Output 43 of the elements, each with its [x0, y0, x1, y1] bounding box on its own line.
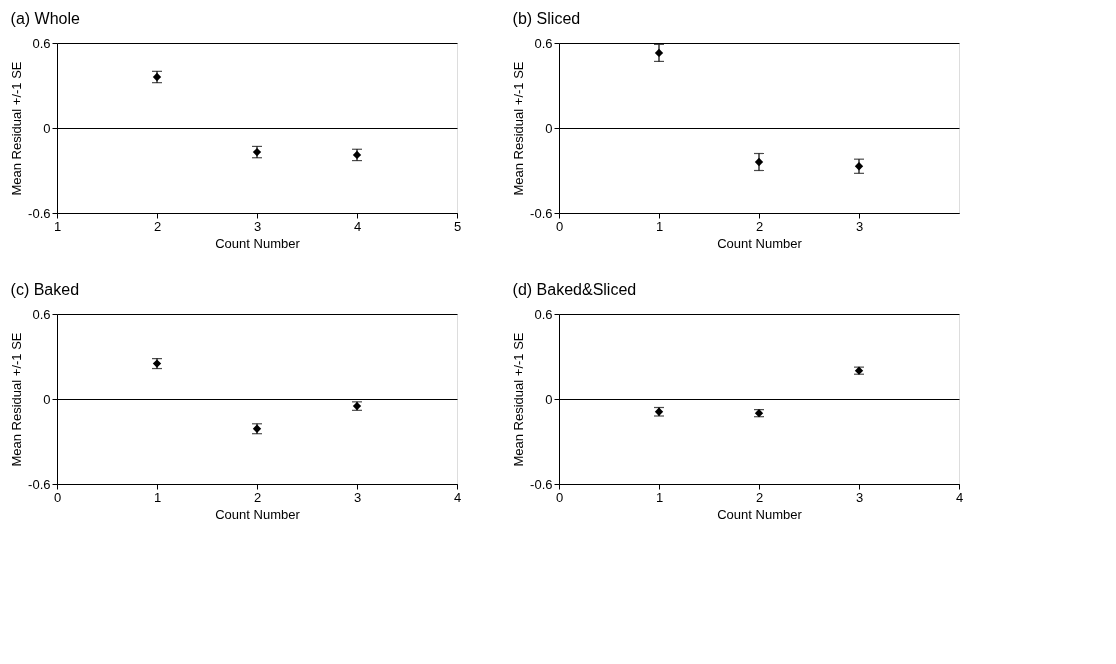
x-tick-label: 3	[253, 218, 262, 234]
y-axis-title: Mean Residual +/-1 SE	[9, 61, 25, 196]
x-tick-label: 0	[555, 489, 564, 505]
x-tick-label: 1	[53, 218, 62, 234]
x-tick-label: 2	[755, 489, 764, 505]
x-tick-label: 1	[153, 489, 162, 505]
x-tick-label: 4	[453, 489, 462, 505]
y-axis-title: Mean Residual +/-1 SE	[511, 332, 527, 467]
y-tick-label: 0	[43, 120, 51, 136]
x-axis-title: Count Number	[717, 235, 803, 251]
y-tick-label: 0.6	[534, 306, 553, 322]
y-tick-label: -0.6	[28, 205, 51, 221]
x-axis-title: Count Number	[717, 506, 803, 522]
x-axis-title: Count Number	[215, 235, 301, 251]
x-tick-label: 3	[855, 489, 864, 505]
y-tick-label: 0	[545, 120, 553, 136]
chart-title: (d) Baked&Sliced	[512, 281, 637, 298]
x-tick-label: 2	[253, 489, 262, 505]
y-tick-label: 0	[43, 391, 51, 407]
chart-title: (a) Whole	[10, 10, 81, 27]
y-tick-label: 0	[545, 391, 553, 407]
y-axis-title: Mean Residual +/-1 SE	[9, 332, 25, 467]
y-tick-label: 0.6	[32, 306, 51, 322]
x-tick-label: 3	[855, 218, 864, 234]
x-tick-label: 3	[353, 489, 362, 505]
x-tick-label: 0	[555, 218, 564, 234]
x-tick-label: 5	[453, 218, 462, 234]
y-axis-title: Mean Residual +/-1 SE	[511, 61, 527, 196]
x-tick-label: 4	[353, 218, 362, 234]
x-tick-label: 1	[655, 489, 664, 505]
x-tick-label: 2	[755, 218, 764, 234]
x-tick-label: 4	[955, 489, 964, 505]
y-tick-label: 0.6	[32, 35, 51, 51]
y-tick-label: 0.6	[534, 35, 553, 51]
x-tick-label: 0	[53, 489, 62, 505]
x-tick-label: 2	[153, 218, 162, 234]
chart-title: (c) Baked	[10, 281, 80, 298]
x-tick-label: 1	[655, 218, 664, 234]
chart-title: (b) Sliced	[512, 10, 581, 27]
y-tick-label: -0.6	[530, 205, 553, 221]
x-axis-title: Count Number	[215, 506, 301, 522]
y-tick-label: -0.6	[530, 476, 553, 492]
y-tick-label: -0.6	[28, 476, 51, 492]
